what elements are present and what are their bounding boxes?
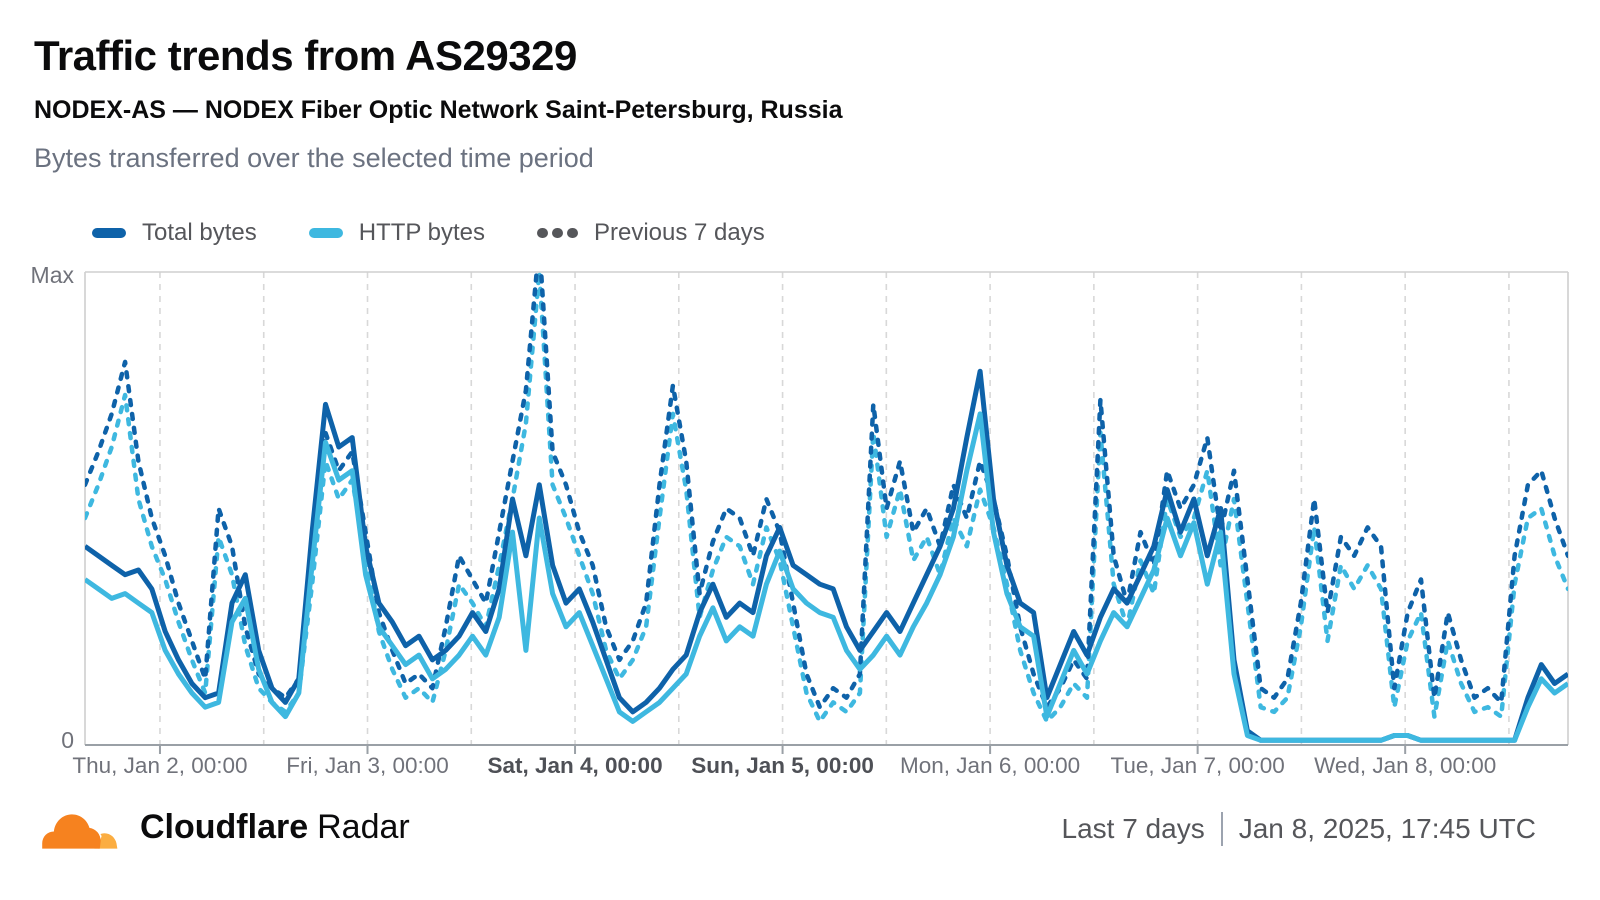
cloudflare-logo-icon: [42, 814, 118, 849]
chart-series-group: [85, 272, 1568, 743]
legend-item-total-bytes[interactable]: Total bytes: [92, 219, 257, 247]
series-total-bytes: [85, 368, 1568, 743]
legend-item-label: HTTP bytes: [358, 219, 485, 246]
timestamp-label: Jan 8, 2025, 17:45 UTC: [1238, 813, 1536, 844]
x-axis-label: Thu, Jan 2, 00:00: [72, 753, 248, 778]
legend-item-label: Previous 7 days: [594, 219, 765, 246]
legend-swatch-dashed: [537, 228, 578, 238]
chart-legend: Total bytes HTTP bytes Previous 7 days: [92, 219, 765, 247]
x-axis-label: Fri, Jan 3, 00:00: [286, 753, 449, 778]
series-http-bytes: [85, 411, 1568, 743]
traffic-trends-chart[interactable]: [0, 255, 1600, 785]
x-axis-label: Sat, Jan 4, 00:00: [487, 753, 663, 778]
y-axis-max-label: Max: [30, 262, 74, 288]
x-axis-label: Wed, Jan 8, 00:00: [1314, 753, 1497, 778]
brand-text: Cloudflare Radar: [140, 808, 410, 847]
brand-cloudflare: Cloudflare: [140, 807, 309, 846]
legend-item-previous-7-days[interactable]: Previous 7 days: [537, 219, 765, 247]
asn-subtitle: NODEX-AS — NODEX Fiber Optic Network Sai…: [34, 96, 843, 124]
chart-description: Bytes transferred over the selected time…: [34, 143, 594, 173]
x-axis-label: Sun, Jan 5, 00:00: [691, 753, 874, 778]
series-previous-7-days-http-bytes-: [85, 272, 1568, 724]
x-axis-label: Mon, Jan 6, 00:00: [900, 753, 1081, 778]
legend-swatch-line: [92, 228, 126, 238]
date-range-label: Last 7 days: [1061, 813, 1205, 844]
page-title: Traffic trends from AS29329: [34, 32, 577, 79]
legend-item-label: Total bytes: [142, 219, 257, 246]
series-previous-7-days-total-bytes-: [85, 272, 1568, 710]
legend-swatch-line: [308, 228, 343, 238]
y-axis-zero-label: 0: [61, 727, 74, 753]
x-axis-label: Tue, Jan 7, 00:00: [1110, 753, 1285, 778]
footer-brand[interactable]: Cloudflare Radar: [34, 800, 410, 854]
brand-radar: Radar: [317, 807, 410, 846]
footer-meta: Last 7 days Jan 8, 2025, 17:45 UTC: [1061, 812, 1536, 846]
meta-divider: [1220, 812, 1223, 846]
legend-item-http-bytes[interactable]: HTTP bytes: [308, 219, 485, 247]
